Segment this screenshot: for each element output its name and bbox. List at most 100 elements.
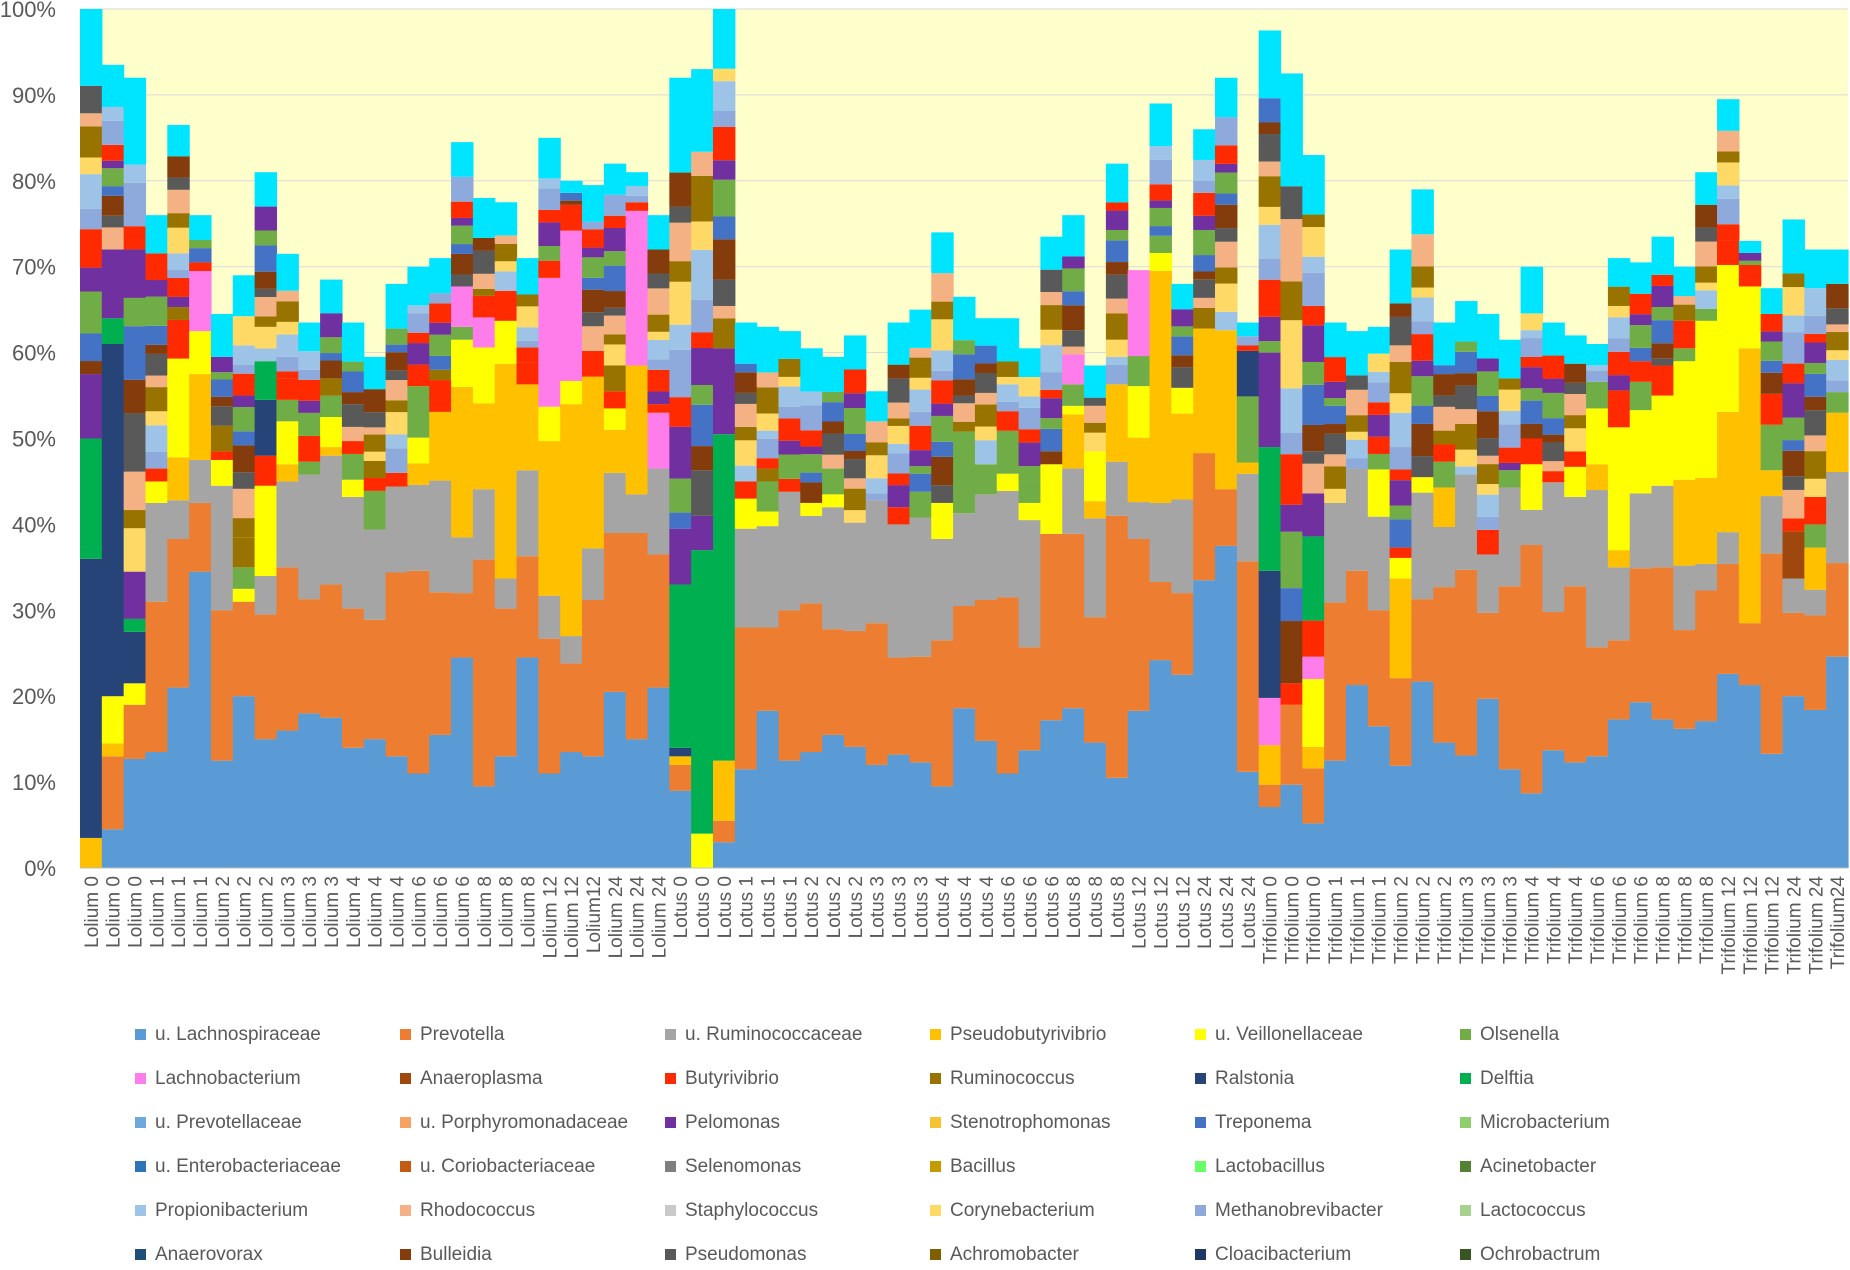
bar-segment-minor bbox=[1586, 344, 1609, 366]
legend-item: u. Enterobacteriaceae bbox=[135, 1156, 341, 1177]
bar-segment bbox=[625, 532, 649, 740]
legend-swatch bbox=[400, 1161, 411, 1172]
bar-segment bbox=[429, 592, 452, 735]
bar-segment bbox=[276, 481, 299, 568]
bar-segment-minor bbox=[101, 195, 125, 216]
bar-segment-minor bbox=[953, 354, 976, 380]
bar-column bbox=[669, 77, 692, 868]
bar-segment-minor bbox=[101, 144, 125, 161]
bar-column bbox=[1280, 73, 1303, 868]
bar-segment-minor bbox=[1433, 322, 1456, 366]
bar-segment bbox=[276, 730, 299, 868]
bar-segment-minor bbox=[647, 273, 670, 289]
bar-segment bbox=[1695, 721, 1718, 868]
bar-segment bbox=[516, 384, 539, 471]
x-tick-label: Lolium 3 bbox=[300, 876, 321, 948]
bar-segment-minor bbox=[1084, 422, 1107, 433]
bar-segment-minor bbox=[1105, 262, 1129, 275]
bar-segment-minor bbox=[778, 331, 801, 359]
bar-segment-minor bbox=[385, 283, 409, 329]
bar-segment bbox=[1258, 807, 1282, 868]
x-tick-label: Lolium 2 bbox=[257, 876, 278, 948]
legend-swatch bbox=[930, 1205, 941, 1216]
bar-segment-minor bbox=[603, 307, 627, 316]
bar-segment-minor bbox=[1542, 355, 1565, 379]
bar-segment-minor bbox=[1018, 407, 1041, 430]
bar-column bbox=[1542, 322, 1565, 868]
x-tick-label: Lotus 3 bbox=[911, 876, 932, 938]
bar-segment-minor bbox=[494, 271, 518, 291]
bar-segment bbox=[363, 478, 387, 491]
bar-segment-minor bbox=[1586, 370, 1609, 382]
bar-segment-minor bbox=[974, 404, 998, 427]
bar-segment-minor bbox=[1040, 269, 1063, 293]
bar-segment bbox=[1717, 563, 1740, 674]
bar-segment bbox=[1826, 392, 1849, 413]
bar-segment bbox=[1520, 793, 1544, 868]
bar-segment-minor bbox=[691, 446, 714, 471]
bar-segment bbox=[1607, 719, 1631, 868]
x-tick-label: Lotus 1 bbox=[759, 876, 780, 938]
legend-item: Ruminococcus bbox=[930, 1068, 1075, 1089]
bar-segment-minor bbox=[909, 450, 932, 467]
bar-column bbox=[1564, 335, 1587, 868]
bar-segment-minor bbox=[1520, 400, 1544, 424]
bar-segment-minor bbox=[1651, 307, 1674, 321]
bar-segment-minor bbox=[887, 322, 911, 365]
bar-segment bbox=[451, 657, 474, 868]
bar-segment-minor bbox=[232, 345, 256, 365]
bar-segment bbox=[1673, 361, 1696, 480]
legend-swatch bbox=[930, 1029, 941, 1040]
x-tick-label: Lotus 0 bbox=[693, 876, 714, 938]
bar-segment bbox=[254, 485, 278, 576]
bar-segment bbox=[1127, 710, 1151, 868]
bar-segment bbox=[887, 657, 911, 755]
bar-segment-minor bbox=[843, 478, 867, 489]
bar-segment bbox=[909, 517, 932, 657]
bar-segment-minor bbox=[123, 326, 147, 380]
legend-item: u. Prevotellaceae bbox=[135, 1112, 302, 1133]
bar-segment-minor bbox=[1171, 355, 1194, 368]
bar-segment-minor bbox=[1062, 215, 1085, 257]
bar-column bbox=[385, 283, 409, 868]
bar-segment-minor bbox=[1389, 447, 1413, 470]
bar-segment-minor bbox=[210, 372, 234, 380]
bar-segment-minor bbox=[1040, 292, 1063, 306]
legend-label: Prevotella bbox=[420, 1024, 505, 1045]
bar-segment-minor bbox=[1258, 98, 1282, 123]
bar-segment-minor bbox=[1826, 332, 1849, 351]
bar-segment-minor bbox=[1149, 103, 1172, 147]
legend: u. Lachnospiraceae Prevotella u. Ruminococ… bbox=[135, 1024, 1610, 1265]
legend-label: Lactobacillus bbox=[1215, 1156, 1325, 1177]
bar-segment-minor bbox=[1040, 345, 1063, 373]
bar-segment bbox=[80, 374, 103, 439]
bar-segment-minor bbox=[167, 177, 190, 190]
bar-segment-minor bbox=[1717, 151, 1740, 163]
bar-segment-minor bbox=[582, 277, 605, 290]
bar-segment-minor bbox=[1302, 451, 1325, 464]
bar-segment-minor bbox=[843, 433, 867, 452]
bar-segment-minor bbox=[472, 288, 496, 296]
legend-label: Achromobacter bbox=[950, 1244, 1080, 1265]
x-tick-label: Trifolium 1 bbox=[1326, 876, 1347, 964]
bar-segment bbox=[407, 364, 430, 387]
bar-segment-minor bbox=[1607, 338, 1631, 352]
bar-column bbox=[734, 322, 758, 868]
bar-segment bbox=[1062, 405, 1085, 415]
bar-segment bbox=[1782, 531, 1805, 579]
bar-segment-minor bbox=[1804, 362, 1827, 374]
bar-segment bbox=[603, 532, 627, 692]
bar-segment bbox=[472, 489, 496, 560]
bar-segment-minor bbox=[407, 266, 430, 306]
bar-segment-minor bbox=[429, 322, 452, 335]
bar-segment-minor bbox=[80, 126, 103, 158]
bar-segment-minor bbox=[298, 400, 321, 413]
bar-segment bbox=[1476, 698, 1500, 868]
bar-segment bbox=[1433, 461, 1456, 488]
bar-segment bbox=[1673, 348, 1696, 362]
bar-segment bbox=[167, 687, 190, 868]
bar-segment-minor bbox=[1455, 409, 1478, 424]
bar-segment bbox=[1804, 615, 1827, 710]
legend-label: Cloacibacterium bbox=[1215, 1244, 1351, 1265]
bar-segment-minor bbox=[1149, 146, 1172, 160]
